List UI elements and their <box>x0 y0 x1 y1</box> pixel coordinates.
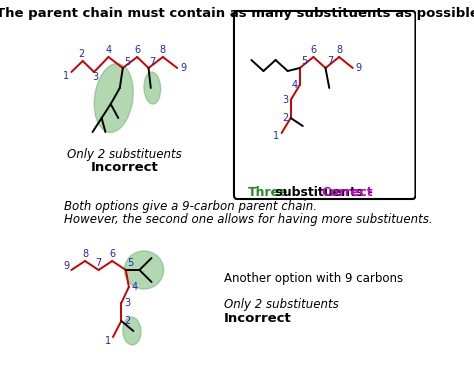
Text: However, the second one allows for having more substituents.: However, the second one allows for havin… <box>64 213 432 226</box>
Text: 9: 9 <box>63 261 69 271</box>
Text: 3: 3 <box>92 72 99 82</box>
Ellipse shape <box>94 64 133 133</box>
Text: 7: 7 <box>95 258 102 268</box>
Ellipse shape <box>124 251 164 289</box>
Text: 8: 8 <box>160 45 166 55</box>
Text: 4: 4 <box>105 45 111 55</box>
Text: 1: 1 <box>273 131 279 141</box>
Text: 8: 8 <box>82 249 88 259</box>
Text: Incorrect: Incorrect <box>91 161 158 174</box>
Text: 4: 4 <box>292 80 298 90</box>
Ellipse shape <box>144 72 161 104</box>
Ellipse shape <box>322 74 339 106</box>
Text: 1: 1 <box>63 71 69 81</box>
Text: 6: 6 <box>109 249 115 259</box>
Text: 2: 2 <box>78 49 84 59</box>
Text: Another option with 9 carbons: Another option with 9 carbons <box>224 272 403 285</box>
Text: 8: 8 <box>336 45 342 55</box>
Text: 5: 5 <box>124 57 130 67</box>
Text: 5: 5 <box>301 56 308 66</box>
Text: 9: 9 <box>356 63 362 73</box>
Text: 1: 1 <box>105 336 111 346</box>
Text: 6: 6 <box>134 45 140 55</box>
Text: 5: 5 <box>127 258 134 268</box>
FancyBboxPatch shape <box>234 11 416 199</box>
Text: 2: 2 <box>283 113 289 123</box>
Text: Only 2 substituents: Only 2 substituents <box>67 148 182 161</box>
Text: 3: 3 <box>124 298 130 308</box>
Text: 3: 3 <box>283 95 289 105</box>
Text: Correct: Correct <box>321 186 373 199</box>
Ellipse shape <box>248 52 303 75</box>
Ellipse shape <box>293 114 310 142</box>
Text: substituents -: substituents - <box>271 186 377 199</box>
Text: 7: 7 <box>327 56 333 66</box>
Text: 6: 6 <box>310 45 317 55</box>
Text: 9: 9 <box>180 63 186 73</box>
Text: 7: 7 <box>149 57 155 67</box>
Text: Both options give a 9-carbon parent chain.: Both options give a 9-carbon parent chai… <box>64 200 317 213</box>
Text: The parent chain must contain as many substituents as possible: The parent chain must contain as many su… <box>0 7 474 20</box>
Text: 2: 2 <box>124 316 130 326</box>
Text: 4: 4 <box>132 282 138 292</box>
Text: Only 2 substituents: Only 2 substituents <box>224 298 339 311</box>
Ellipse shape <box>123 317 141 345</box>
Text: Incorrect: Incorrect <box>224 312 292 325</box>
Text: Three: Three <box>248 186 289 199</box>
